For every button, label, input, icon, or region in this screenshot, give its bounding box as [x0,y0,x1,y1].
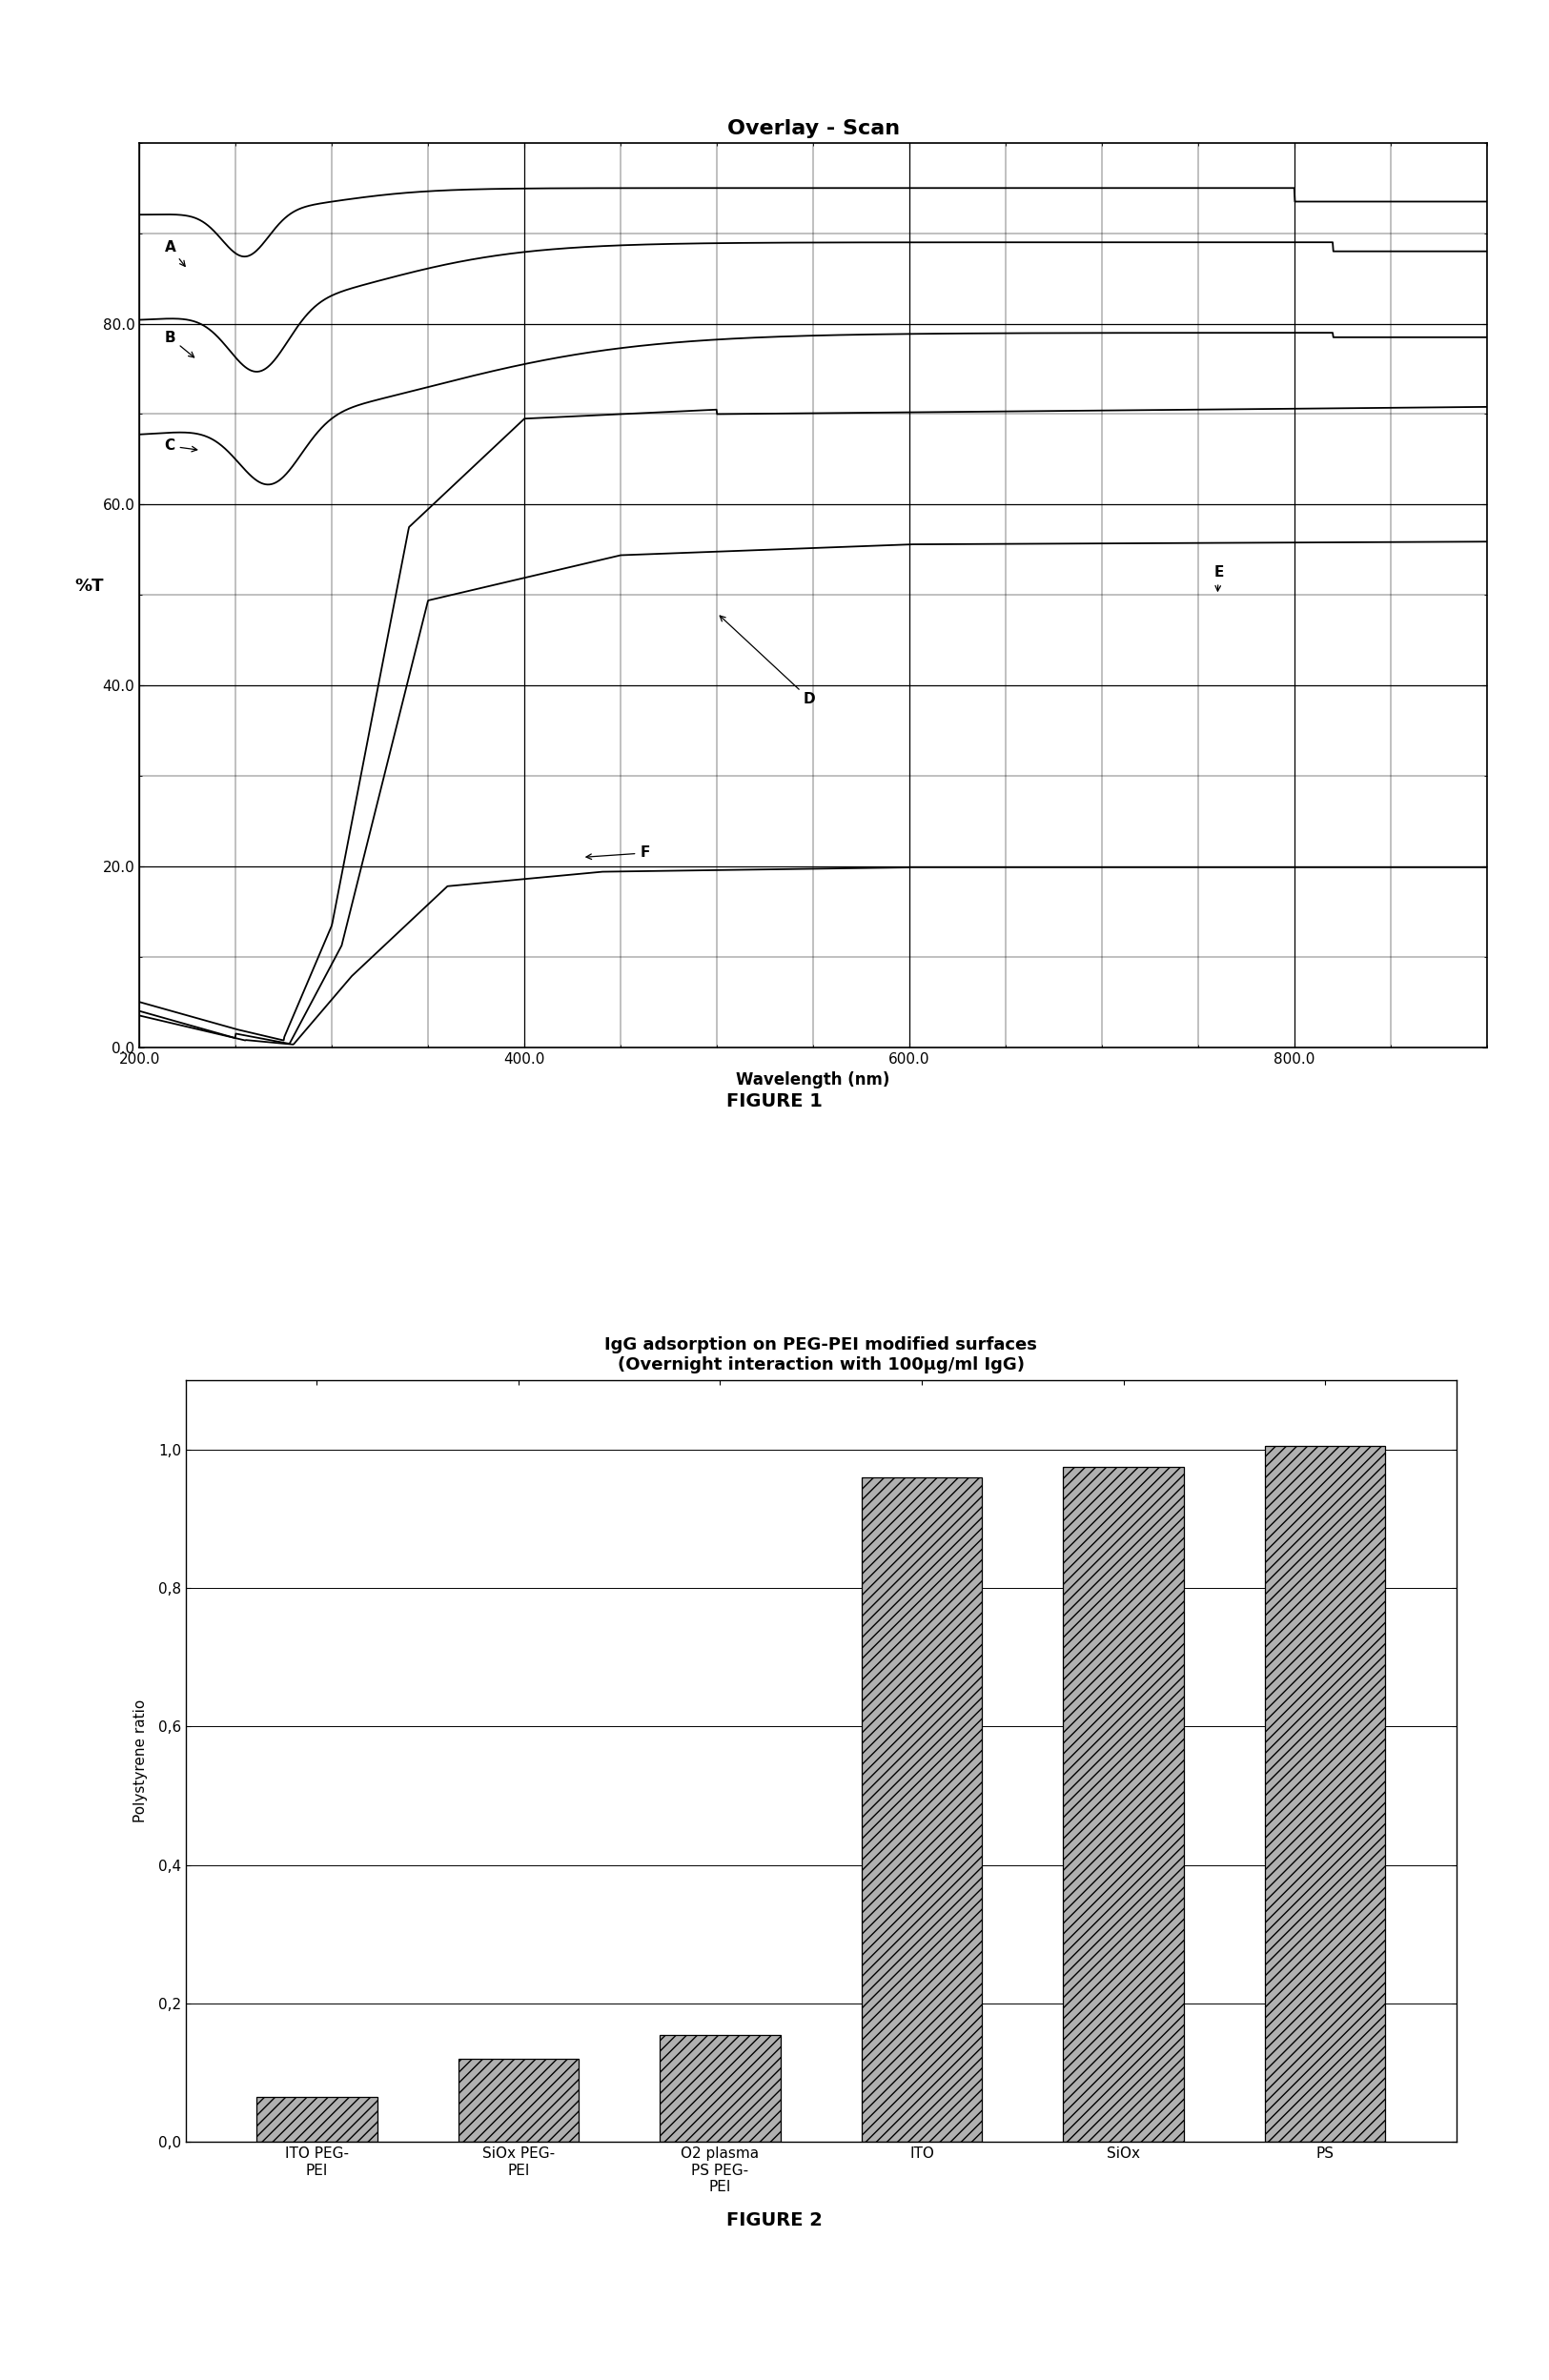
Bar [660,2035,781,2142]
Y-axis label: Polystyrene ratio: Polystyrene ratio [133,1699,147,1823]
Text: B: B [164,331,194,357]
Title: IgG adsorption on PEG-PEI modified surfaces
(Overnight interaction with 100µg/ml: IgG adsorption on PEG-PEI modified surfa… [604,1338,1038,1373]
Text: E: E [1214,566,1224,590]
Bar [1264,1447,1385,2142]
Bar [1063,1466,1183,2142]
Bar [861,1478,982,2142]
Text: F: F [586,845,651,859]
Text: D: D [720,616,816,707]
Bar [459,2059,579,2142]
Title: Overlay - Scan: Overlay - Scan [726,119,900,138]
Text: FIGURE 2: FIGURE 2 [726,2211,823,2230]
Y-axis label: %T: %T [74,578,104,595]
Text: C: C [164,438,197,452]
X-axis label: Wavelength (nm): Wavelength (nm) [736,1071,891,1088]
Bar [257,2097,378,2142]
Text: FIGURE 1: FIGURE 1 [726,1092,823,1111]
Text: A: A [164,240,184,267]
